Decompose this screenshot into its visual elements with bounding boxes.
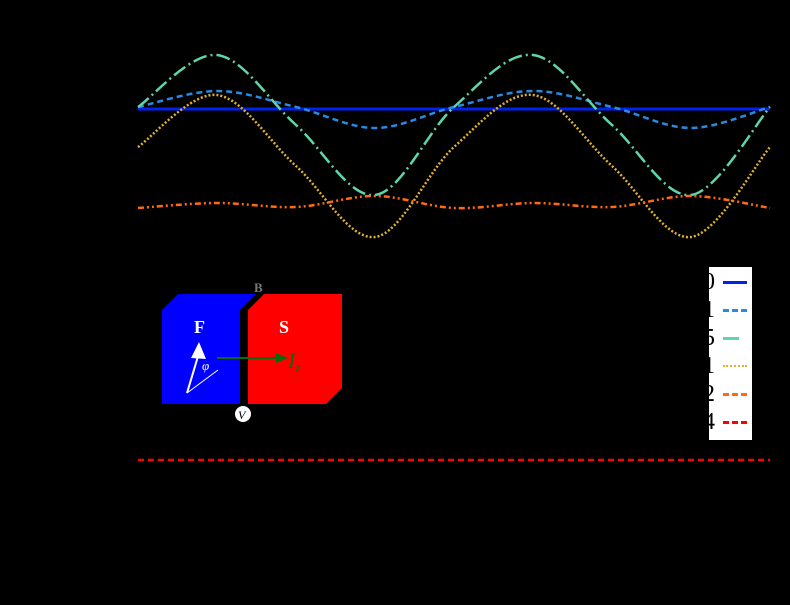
barrier-label: B	[254, 280, 263, 295]
legend-entry: 4	[703, 409, 752, 435]
series-line-2	[137, 194, 771, 210]
plot-curves	[137, 53, 771, 462]
legend-swatch-solid	[723, 281, 747, 284]
legend-swatch-dashdotdot	[723, 393, 747, 396]
legend-swatch-dashdot	[723, 337, 739, 340]
current-label: Iz	[287, 348, 301, 376]
legend-swatch-dotted	[723, 365, 747, 367]
legend-label: 1	[703, 297, 715, 323]
voltage-label: V	[238, 408, 247, 422]
reference-axis	[186, 369, 219, 394]
magnetization-arrow	[186, 352, 200, 394]
legend-swatch-dashed-red	[723, 421, 747, 424]
legend-entry: 0	[703, 269, 752, 295]
ferromagnet-label: F	[194, 317, 205, 337]
legend: 0 1 5 1 2 4	[703, 267, 752, 440]
magnetization-arrowhead	[191, 342, 206, 359]
legend-entry: 2	[703, 381, 752, 407]
superconductor-label: S	[279, 317, 289, 337]
legend-entry: 1	[703, 353, 752, 379]
junction-schematic: B F S φ Iz V	[162, 280, 342, 422]
series-line-1	[137, 93, 771, 239]
ferromagnet-block	[162, 294, 256, 404]
legend-entry: 1	[703, 297, 752, 323]
legend-label: 4	[703, 409, 715, 435]
legend-label: 1	[703, 353, 715, 379]
legend-label: 5	[703, 325, 715, 351]
legend-swatch-dashed	[723, 309, 747, 312]
angle-label: φ	[202, 358, 209, 373]
superconductor-block	[248, 294, 342, 404]
legend-label: 2	[703, 381, 715, 407]
barrier-layer	[240, 294, 264, 404]
legend-entry: 5	[703, 325, 752, 351]
legend-label: 0	[703, 269, 715, 295]
current-arrowhead	[276, 353, 288, 363]
series-line-5	[137, 53, 771, 197]
voltage-symbol	[235, 406, 251, 422]
